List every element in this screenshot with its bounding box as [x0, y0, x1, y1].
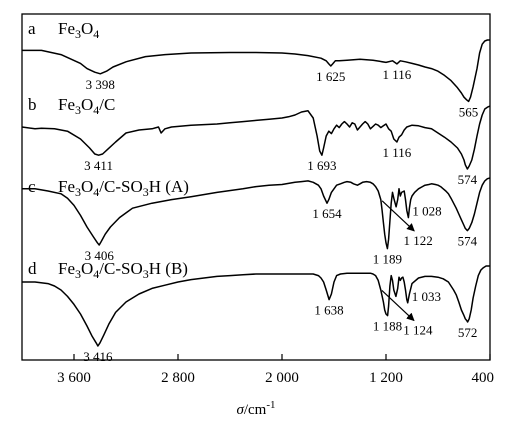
peak-label-19: 572 — [458, 325, 478, 340]
spectrum-line-a — [22, 39, 490, 103]
peak-arrow-18 — [381, 289, 415, 322]
peak-label-10: 1 189 — [373, 252, 402, 267]
peak-label-8: 3 406 — [85, 248, 115, 263]
x-tick-label-4: 400 — [472, 370, 495, 386]
x-tick-label-3: 1 200 — [369, 370, 403, 386]
peak-arrow-12 — [381, 200, 415, 232]
x-tick-label-1: 2 800 — [161, 370, 195, 386]
spectrum-line-d — [22, 265, 490, 347]
peak-label-16: 1 188 — [373, 319, 402, 334]
plot-frame — [21, 13, 491, 361]
peak-labels: 3 398 1 625 1 116 565 3 411 1 693 1 116 574 3 40… — [83, 67, 478, 364]
series-label-b: Fe3O4/C — [58, 95, 115, 117]
peak-label-6: 1 116 — [383, 145, 412, 160]
peak-label-7: 574 — [458, 172, 478, 187]
series-letter-b: b — [28, 95, 37, 114]
series-letter-a: a — [28, 19, 36, 38]
x-tick-label-2: 2 000 — [265, 370, 299, 386]
peak-label-4: 3 411 — [84, 158, 113, 173]
spectra-group — [21, 39, 491, 347]
peak-label-3: 565 — [459, 104, 479, 119]
peak-label-12: 1 122 — [404, 233, 433, 248]
peak-label-14: 3 416 — [83, 349, 113, 364]
peak-label-17: 1 033 — [412, 289, 441, 304]
series-letter-c: c — [28, 177, 36, 196]
peak-label-0: 3 398 — [86, 77, 115, 92]
series-letter-d: d — [28, 259, 37, 278]
spectrum-line-b — [21, 105, 491, 170]
peak-label-5: 1 693 — [307, 158, 336, 173]
x-axis-title: σ/cm-1 — [236, 399, 275, 418]
series-label-d: Fe3O4/C-SO3H (B) — [58, 259, 188, 281]
series-label-c: Fe3O4/C-SO3H (A) — [58, 177, 189, 199]
peak-label-11: 1 028 — [412, 204, 441, 219]
peak-label-9: 1 654 — [312, 206, 342, 221]
peak-label-18: 1 124 — [403, 322, 433, 337]
x-axis: 3 600 2 800 2 000 1 200 400 — [57, 354, 494, 386]
peak-label-13: 574 — [458, 234, 478, 249]
series-label-a: Fe3O4 — [58, 19, 99, 41]
series-labels: a Fe3O4 b Fe3O4/C c Fe3O4/C-SO3H (A) d Fe3O4/C-… — [28, 19, 189, 281]
peak-label-1: 1 625 — [316, 69, 345, 84]
x-tick-label-0: 3 600 — [57, 370, 91, 386]
peak-label-2: 1 116 — [383, 67, 412, 82]
peak-label-15: 1 638 — [314, 303, 343, 318]
spectrum-line-c — [22, 177, 491, 250]
